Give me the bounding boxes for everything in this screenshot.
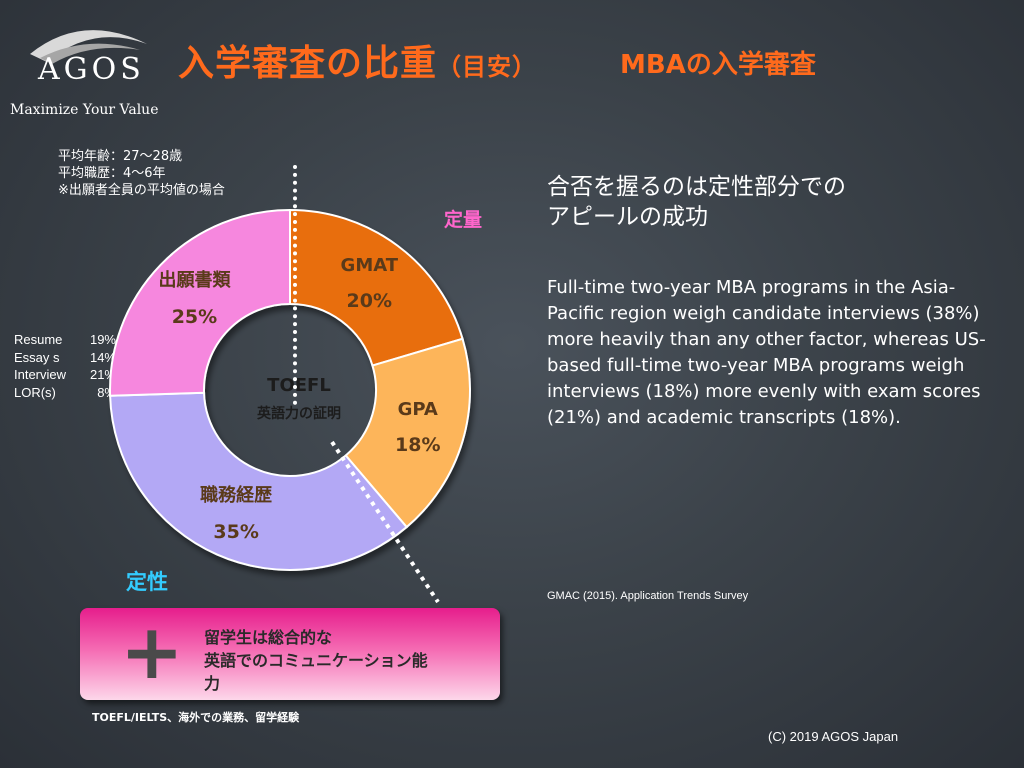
docs-row-interview: Interview 21% xyxy=(14,366,116,384)
stats-line-experience: 平均職歴：4～6年 xyxy=(58,166,166,181)
headline: 合否を握るのは定性部分での アピールの成功 xyxy=(547,172,846,232)
source-citation: GMAC (2015). Application Trends Survey xyxy=(547,590,749,602)
docs-value: 19% xyxy=(89,332,116,347)
slice-name: GMAT xyxy=(340,254,399,276)
stats-line-note: ※出願者全員の平均値の場合 xyxy=(58,183,225,198)
logo-tagline: Maximize Your Value xyxy=(10,102,159,118)
weight-donut-chart xyxy=(109,208,471,571)
slice-label-work-experience: 職務経歴 35% xyxy=(200,481,272,543)
quantitative-label: 定量 xyxy=(444,209,483,231)
donut-slice-0 xyxy=(289,208,464,367)
callout-text: 留学生は総合的な 英語でのコミュニケーション能 力 xyxy=(204,626,428,695)
body-text: Full-time two-year MBA programs in the A… xyxy=(547,277,986,428)
donut-center-title: TOEFL xyxy=(267,375,331,396)
slice-name: 職務経歴 xyxy=(200,484,273,506)
callout-line-1: 留学生は総合的な xyxy=(204,628,333,647)
callout-line-2: 英語でのコミュニケーション能 xyxy=(204,651,428,670)
docs-label: Resume xyxy=(14,332,63,347)
callout-box xyxy=(80,608,500,700)
slice-value: 20% xyxy=(346,289,393,312)
qualitative-label: 定性 xyxy=(126,570,168,594)
docs-row-resume: Resume 19% xyxy=(14,331,116,349)
donut-slice-3 xyxy=(109,208,291,397)
slice-value: 25% xyxy=(171,306,218,329)
slice-name: 出願書類 xyxy=(158,270,231,292)
headline-line-1: 合否を握るのは定性部分での xyxy=(547,174,846,200)
slice-value: 18% xyxy=(395,434,441,457)
divider-dotted-vertical xyxy=(293,165,297,405)
slice-value: 35% xyxy=(213,520,259,543)
stats-line-age: 平均年齢：27～28歳 xyxy=(58,149,183,164)
donut-center-subtitle: 英語力の証明 xyxy=(257,406,341,422)
logo-text: AGOS xyxy=(38,52,145,87)
page-title-suffix: （目安） xyxy=(437,53,538,81)
plus-icon: + xyxy=(120,607,184,696)
headline-line-2: アピールの成功 xyxy=(547,204,708,230)
page-title: 入学審査の比重（目安） xyxy=(178,34,537,86)
callout-line-3: 力 xyxy=(204,674,221,693)
donut-slice-2 xyxy=(109,391,409,571)
donut-slice-1 xyxy=(344,337,471,529)
docs-label: Essay s xyxy=(14,349,60,365)
slice-label-gpa: GPA 18% xyxy=(395,399,440,456)
copyright: (C) 2019 AGOS Japan xyxy=(768,729,899,744)
callout-note: TOEFL/IELTS、海外での業務、留学経験 xyxy=(92,711,300,724)
docs-label: LOR(s) xyxy=(14,384,56,400)
slice-label-application-docs: 出願書類 25% xyxy=(158,266,230,328)
page-subtitle: MBAの入学審査 xyxy=(620,50,816,80)
docs-value: 14% xyxy=(89,349,116,365)
divider-dotted-diagonal xyxy=(330,440,440,604)
slice-label-gmat: GMAT 20% xyxy=(341,255,399,312)
applicant-stats: 平均年齢：27～28歳 平均職歴：4～6年 ※出願者全員の平均値の場合 xyxy=(58,148,225,199)
docs-row-essays: Essay s 14% xyxy=(14,349,116,367)
docs-label: Interview xyxy=(14,367,67,382)
page-title-main: 入学審査の比重 xyxy=(178,43,438,84)
slice-name: GPA xyxy=(397,399,438,421)
agos-logo xyxy=(30,30,147,64)
